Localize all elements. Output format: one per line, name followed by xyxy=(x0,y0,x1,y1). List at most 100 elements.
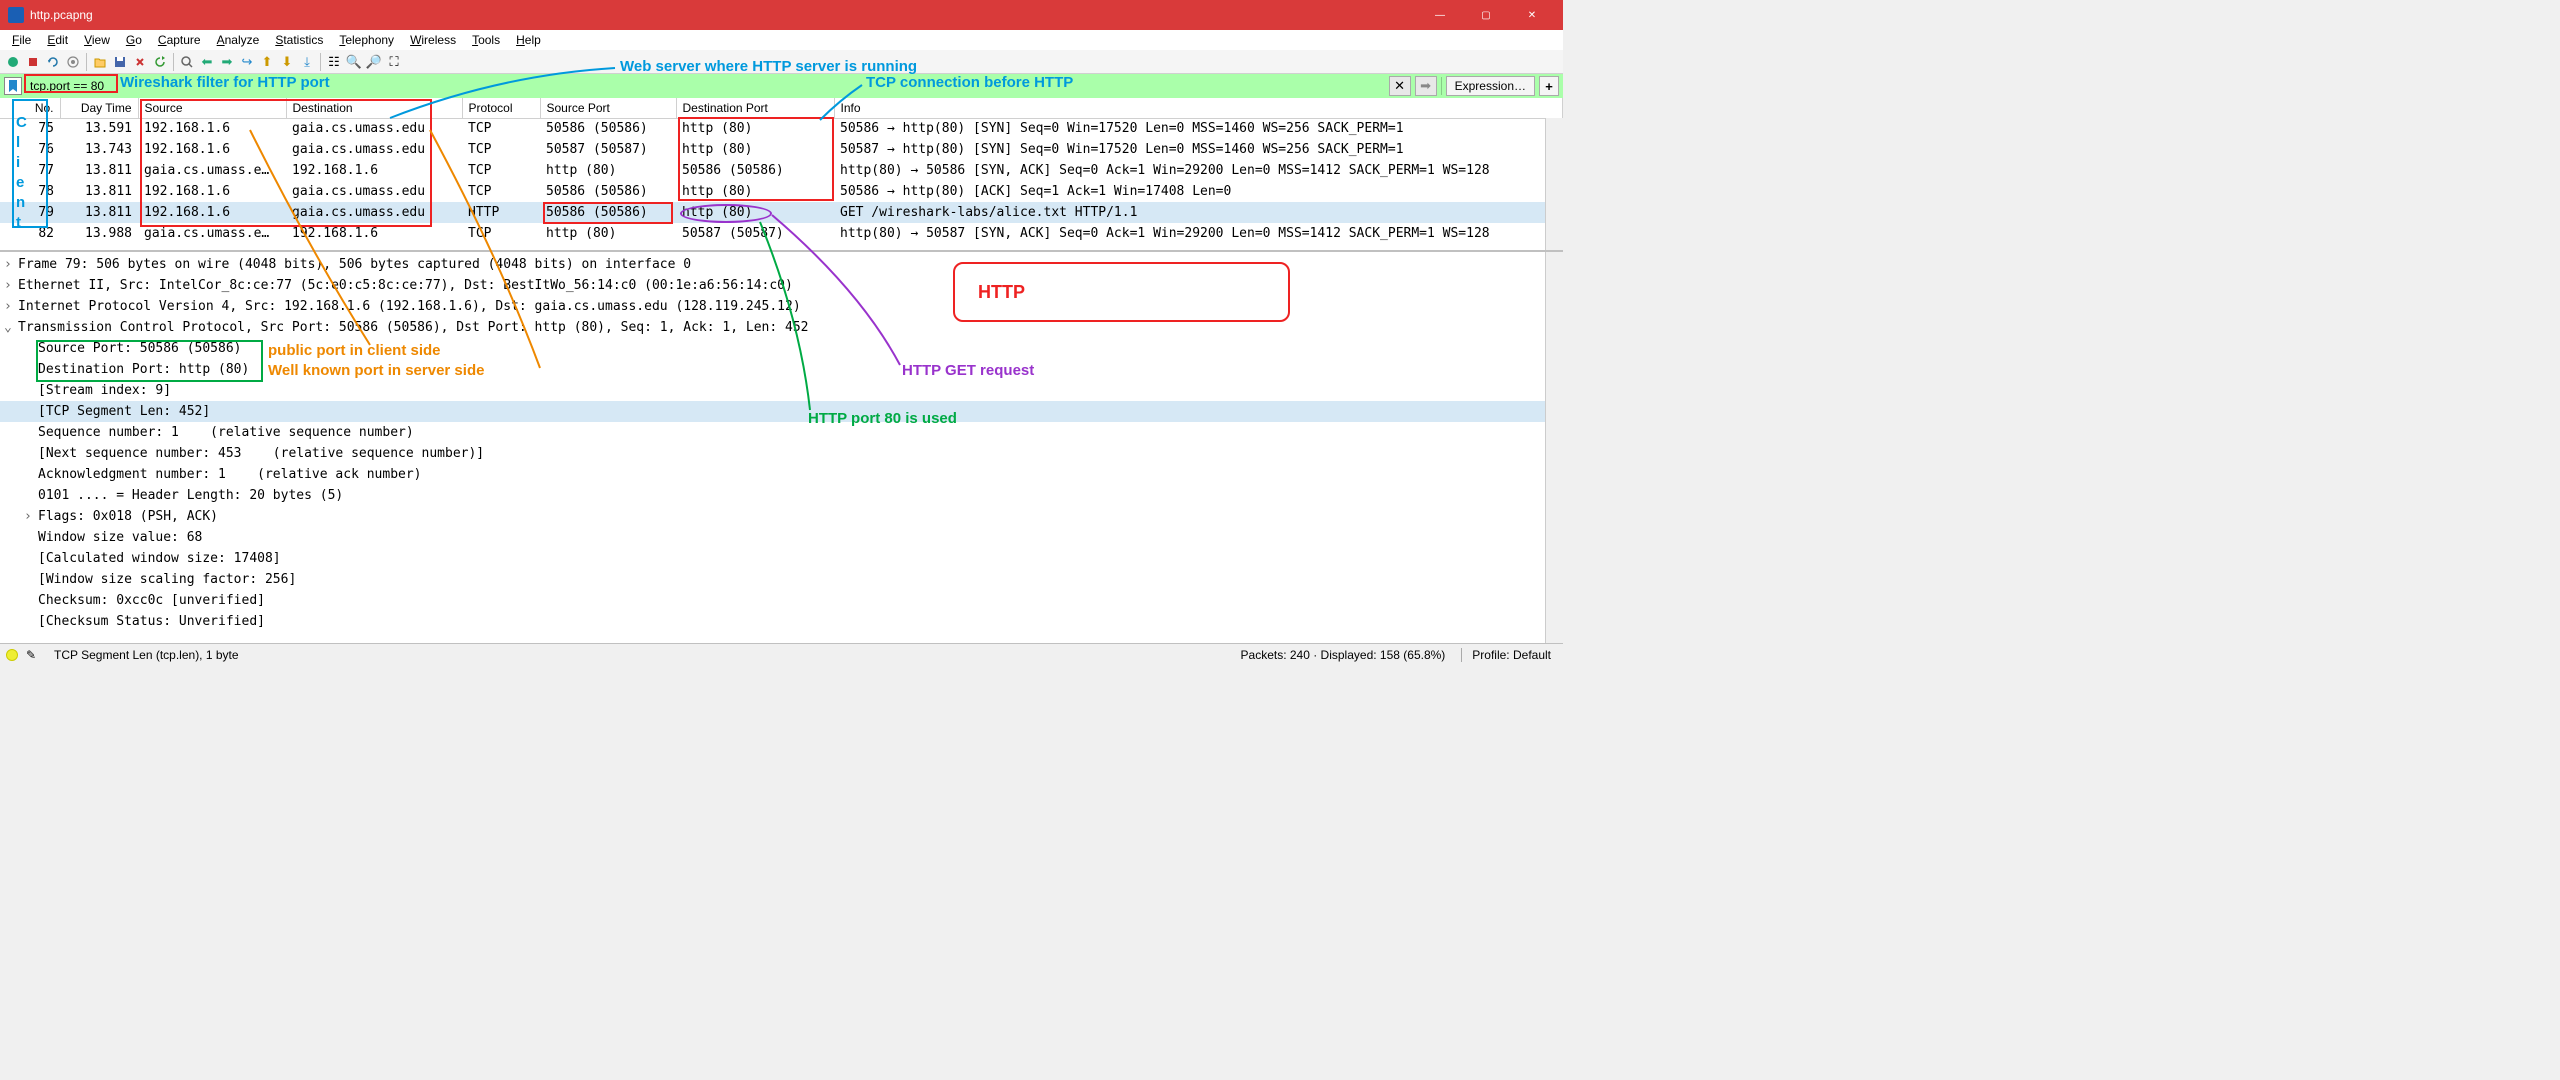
detail-line[interactable]: Source Port: 50586 (50586) xyxy=(0,338,1563,359)
menu-tools[interactable]: Tools xyxy=(464,31,508,49)
resize-columns-icon[interactable]: ⛶ xyxy=(385,53,403,71)
maximize-button[interactable]: ▢ xyxy=(1463,0,1509,30)
detail-text: [Checksum Status: Unverified] xyxy=(38,614,265,629)
expand-icon[interactable]: › xyxy=(4,299,18,314)
auto-scroll-icon[interactable]: ⤓ xyxy=(298,53,316,71)
detail-line[interactable]: [Window size scaling factor: 256] xyxy=(0,569,1563,590)
expand-icon[interactable]: › xyxy=(4,278,18,293)
recent-filter-button[interactable]: ➡ xyxy=(1415,76,1437,96)
detail-line[interactable]: [Stream index: 9] xyxy=(0,380,1563,401)
menu-file[interactable]: File xyxy=(4,31,39,49)
packet-row[interactable]: 7513.591192.168.1.6gaia.cs.umass.eduTCP5… xyxy=(0,118,1563,139)
go-forward-icon[interactable]: ➡ xyxy=(218,53,236,71)
menu-analyze[interactable]: Analyze xyxy=(209,31,268,49)
packet-row[interactable]: 7713.811gaia.cs.umass.e…192.168.1.6TCPht… xyxy=(0,160,1563,181)
collapse-icon[interactable]: ⌄ xyxy=(4,320,18,335)
detail-line[interactable]: Checksum: 0xcc0c [unverified] xyxy=(0,590,1563,611)
detail-text: Source Port: 50586 (50586) xyxy=(38,341,242,356)
expand-icon[interactable]: › xyxy=(4,257,18,272)
colorize-icon[interactable]: ☷ xyxy=(325,53,343,71)
edit-icon[interactable]: ✎ xyxy=(26,648,40,662)
column-header-dport[interactable]: Destination Port xyxy=(676,98,834,118)
packet-list-pane[interactable]: No. Day Time Source Destination Protocol… xyxy=(0,98,1563,250)
reload-icon[interactable] xyxy=(151,53,169,71)
column-header-no[interactable]: No. xyxy=(0,98,60,118)
display-filter-input[interactable] xyxy=(26,77,1385,95)
menu-go[interactable]: Go xyxy=(118,31,150,49)
packet-cell-src: 192.168.1.6 xyxy=(138,181,286,202)
go-last-icon[interactable]: ⬇ xyxy=(278,53,296,71)
zoom-out-icon[interactable]: 🔎 xyxy=(365,53,383,71)
packet-row[interactable]: 7913.811192.168.1.6gaia.cs.umass.eduHTTP… xyxy=(0,202,1563,223)
ready-icon xyxy=(6,649,18,661)
menu-statistics[interactable]: Statistics xyxy=(267,31,331,49)
zoom-in-icon[interactable]: 🔍 xyxy=(345,53,363,71)
clear-filter-button[interactable]: ✕ xyxy=(1389,76,1411,96)
minimize-button[interactable]: — xyxy=(1417,0,1463,30)
packet-row[interactable]: 7613.743192.168.1.6gaia.cs.umass.eduTCP5… xyxy=(0,139,1563,160)
start-capture-icon[interactable] xyxy=(4,53,22,71)
detail-line[interactable]: ›Flags: 0x018 (PSH, ACK) xyxy=(0,506,1563,527)
close-button[interactable]: ✕ xyxy=(1509,0,1555,30)
detail-line[interactable]: Destination Port: http (80) xyxy=(0,359,1563,380)
close-file-icon[interactable] xyxy=(131,53,149,71)
column-header-sport[interactable]: Source Port xyxy=(540,98,676,118)
bookmark-filter-icon[interactable] xyxy=(4,77,22,95)
menu-edit[interactable]: Edit xyxy=(39,31,76,49)
detail-line[interactable]: [Next sequence number: 453 (relative seq… xyxy=(0,443,1563,464)
menu-wireless[interactable]: Wireless xyxy=(402,31,464,49)
detail-line[interactable]: ›Frame 79: 506 bytes on wire (4048 bits)… xyxy=(0,254,1563,275)
detail-line[interactable]: [TCP Segment Len: 452] xyxy=(0,401,1563,422)
detail-line[interactable]: Acknowledgment number: 1 (relative ack n… xyxy=(0,464,1563,485)
jump-icon[interactable]: ↪ xyxy=(238,53,256,71)
detail-line[interactable]: [Calculated window size: 17408] xyxy=(0,548,1563,569)
expand-icon[interactable]: › xyxy=(24,509,38,524)
packet-cell-sport: 50586 (50586) xyxy=(540,118,676,139)
find-icon[interactable] xyxy=(178,53,196,71)
status-profile[interactable]: Profile: Default xyxy=(1461,648,1557,662)
menu-help[interactable]: Help xyxy=(508,31,549,49)
menu-view[interactable]: View xyxy=(76,31,118,49)
menu-telephony[interactable]: Telephony xyxy=(331,31,402,49)
column-header-source[interactable]: Source xyxy=(138,98,286,118)
open-file-icon[interactable] xyxy=(91,53,109,71)
column-header-info[interactable]: Info xyxy=(834,98,1563,118)
restart-capture-icon[interactable] xyxy=(44,53,62,71)
packet-list-scrollbar[interactable] xyxy=(1545,118,1563,250)
packet-details-pane[interactable]: ›Frame 79: 506 bytes on wire (4048 bits)… xyxy=(0,252,1563,643)
capture-options-icon[interactable] xyxy=(64,53,82,71)
add-filter-button[interactable]: + xyxy=(1539,76,1559,96)
packet-cell-time: 13.811 xyxy=(60,181,138,202)
packet-cell-no: 78 xyxy=(0,181,60,202)
detail-line[interactable]: 0101 .... = Header Length: 20 bytes (5) xyxy=(0,485,1563,506)
packet-cell-no: 75 xyxy=(0,118,60,139)
stop-capture-icon[interactable] xyxy=(24,53,42,71)
packet-row[interactable]: 7813.811192.168.1.6gaia.cs.umass.eduTCP5… xyxy=(0,181,1563,202)
packet-row[interactable]: 8213.988gaia.cs.umass.e…192.168.1.6TCPht… xyxy=(0,223,1563,244)
column-header-protocol[interactable]: Protocol xyxy=(462,98,540,118)
expression-button[interactable]: Expression… xyxy=(1446,76,1535,96)
go-back-icon[interactable]: ⬅ xyxy=(198,53,216,71)
detail-line[interactable]: ›Internet Protocol Version 4, Src: 192.1… xyxy=(0,296,1563,317)
detail-line[interactable]: ⌄Transmission Control Protocol, Src Port… xyxy=(0,317,1563,338)
packet-cell-src: 192.168.1.6 xyxy=(138,118,286,139)
detail-line[interactable]: [Checksum Status: Unverified] xyxy=(0,611,1563,632)
details-scrollbar[interactable] xyxy=(1545,252,1563,643)
save-icon[interactable] xyxy=(111,53,129,71)
detail-text: Sequence number: 1 (relative sequence nu… xyxy=(38,425,414,440)
column-header-time[interactable]: Day Time xyxy=(60,98,138,118)
packet-cell-time: 13.811 xyxy=(60,160,138,181)
detail-line[interactable]: Sequence number: 1 (relative sequence nu… xyxy=(0,422,1563,443)
go-first-icon[interactable]: ⬆ xyxy=(258,53,276,71)
detail-line[interactable]: ›Ethernet II, Src: IntelCor_8c:ce:77 (5c… xyxy=(0,275,1563,296)
window-title: http.pcapng xyxy=(24,8,1417,22)
column-header-destination[interactable]: Destination xyxy=(286,98,462,118)
menu-capture[interactable]: Capture xyxy=(150,31,209,49)
packet-cell-proto: TCP xyxy=(462,160,540,181)
packet-cell-sport: http (80) xyxy=(540,223,676,244)
detail-text: 0101 .... = Header Length: 20 bytes (5) xyxy=(38,488,343,503)
status-field-info: TCP Segment Len (tcp.len), 1 byte xyxy=(48,648,245,662)
packet-cell-src: 192.168.1.6 xyxy=(138,202,286,223)
packet-cell-src: gaia.cs.umass.e… xyxy=(138,160,286,181)
detail-line[interactable]: Window size value: 68 xyxy=(0,527,1563,548)
